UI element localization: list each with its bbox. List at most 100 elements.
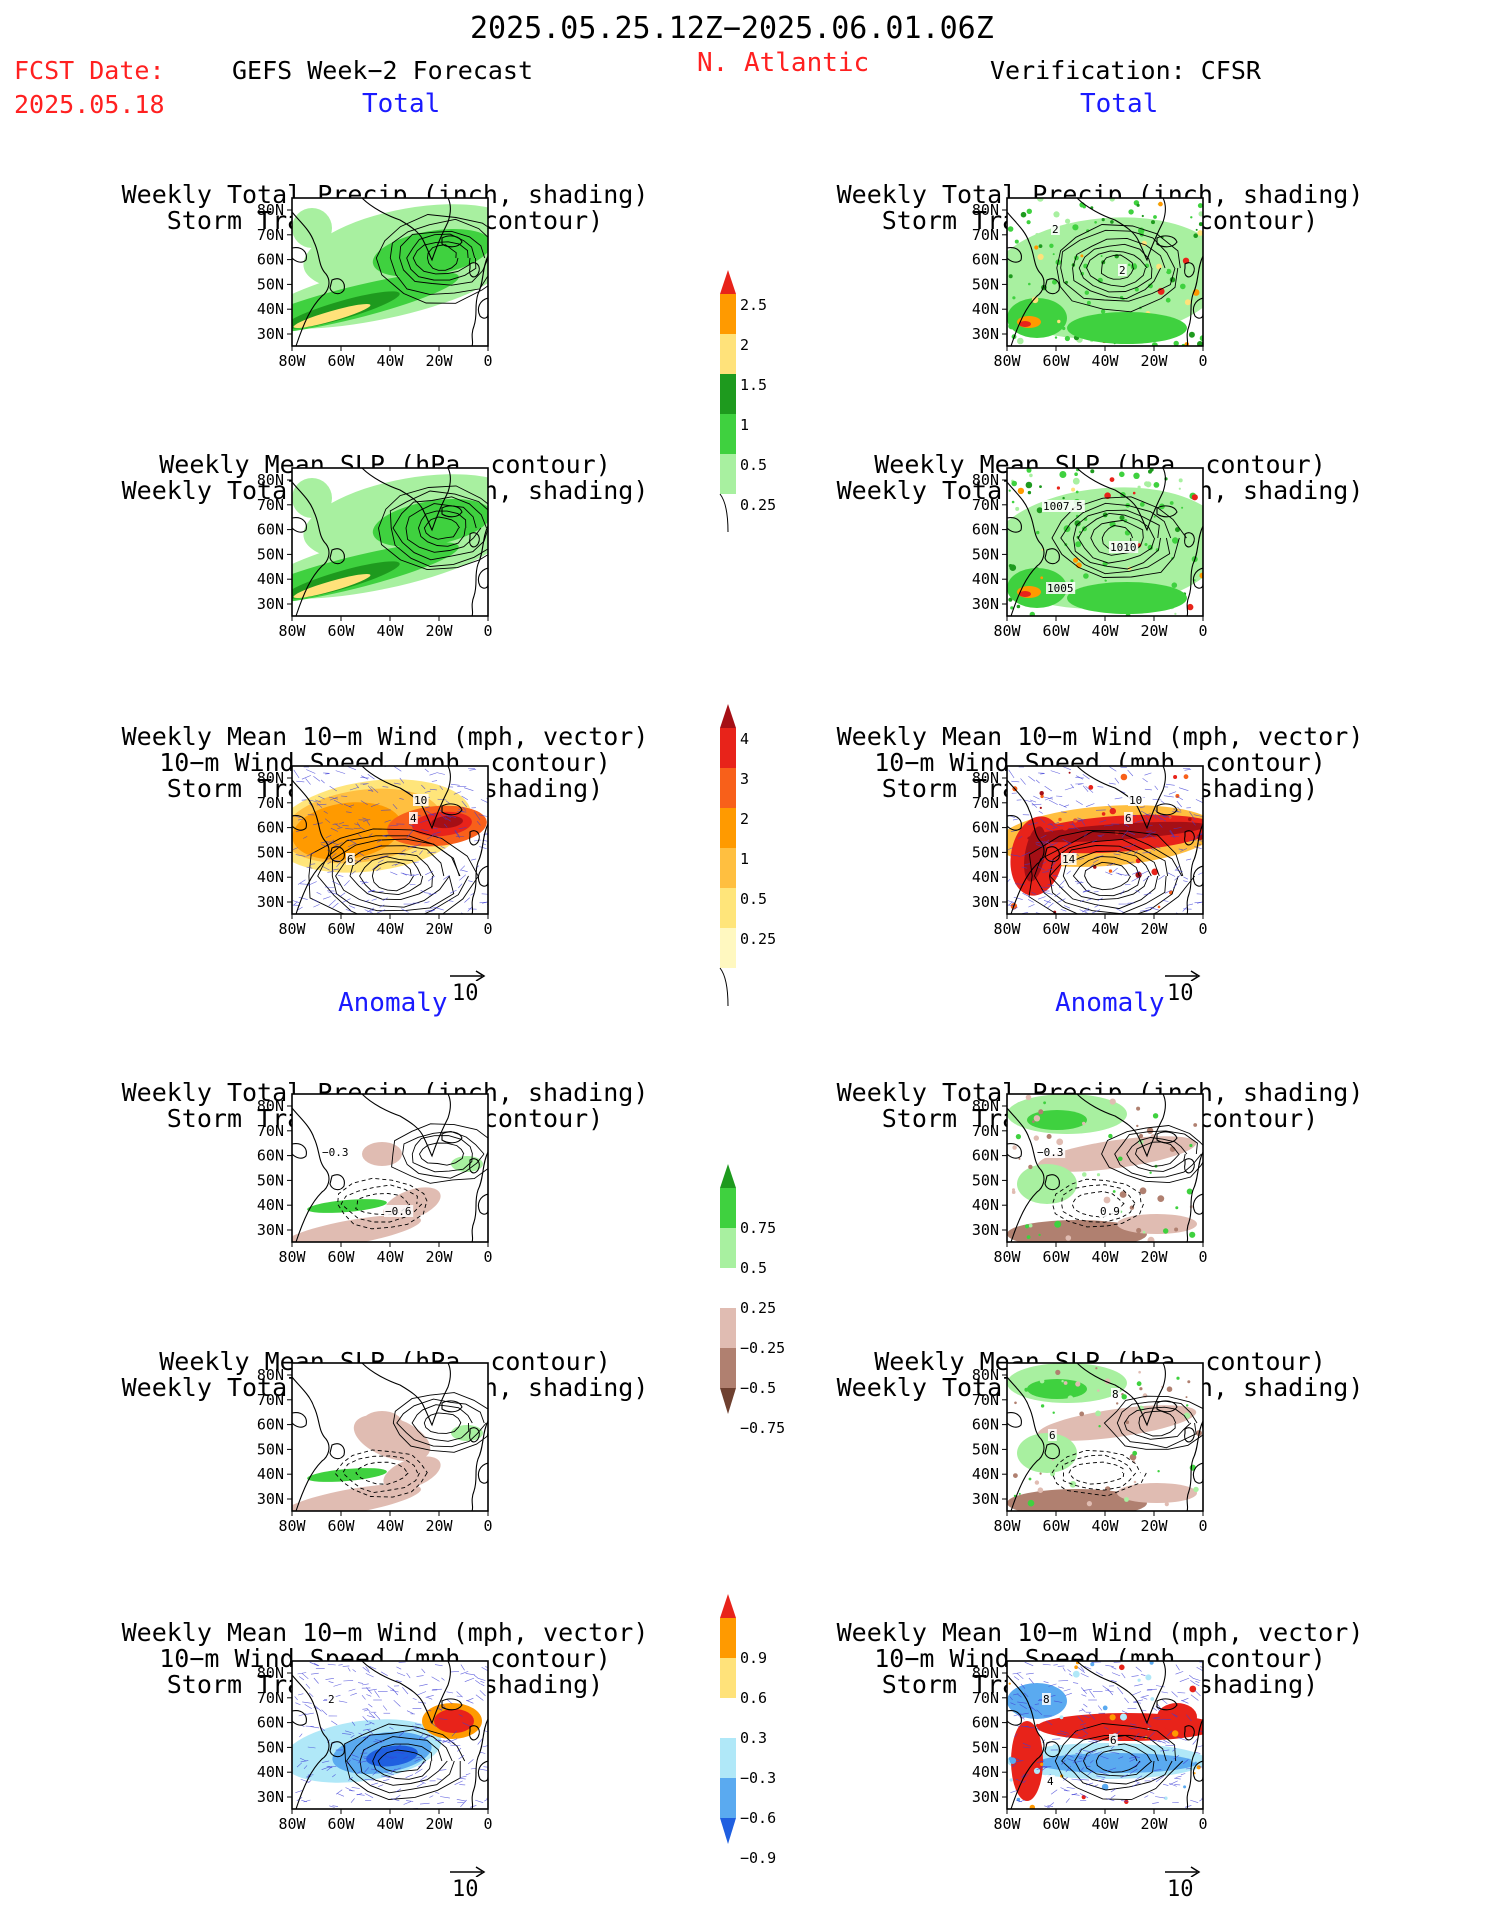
lon-tick-label: 80W — [993, 1815, 1021, 1833]
lat-tick-label: 70N — [972, 1122, 999, 1140]
map-field — [292, 468, 488, 616]
lon-tick-label: 0 — [483, 1248, 492, 1266]
colorbar-label: 0.5 — [740, 890, 767, 908]
lon-tick-label: 80W — [278, 1815, 306, 1833]
lat-tick-label: 70N — [972, 226, 999, 244]
colorbar-label: 0.25 — [740, 496, 776, 514]
lat-tick-label: 30N — [972, 1221, 999, 1239]
lat-tick-label: 50N — [972, 1171, 999, 1189]
contour-label: 14 — [1062, 853, 1076, 866]
lon-tick-label: 60W — [327, 1815, 355, 1833]
contour-label: −0.3 — [1037, 1146, 1064, 1159]
fcst-date-value: 2025.05.18 — [14, 90, 165, 119]
colorbar-label: 0.9 — [740, 1649, 767, 1667]
colorbar-segment — [720, 1308, 736, 1348]
map-field — [292, 1661, 488, 1809]
colorbar-anom-storm: 0.9 0.6 0.3 −0.3 −0.6 −0.9 — [718, 1592, 808, 1900]
contour-label: 6 — [1110, 1734, 1117, 1747]
lat-tick-label: 50N — [257, 1440, 284, 1458]
map-field — [292, 1094, 488, 1242]
map-fc-anom-precip: −0.6 −0.3 80N 70N 60N 50N 40N 30N 80W 60W 40W 20W 0 — [240, 1088, 498, 1268]
region-title: N. Atlantic — [697, 48, 870, 78]
forecast-title: GEFS Week−2 Forecast — [232, 56, 534, 85]
lat-tick-label: 40N — [972, 570, 999, 588]
lat-tick-label: 40N — [257, 1196, 284, 1214]
lat-tick-label: 60N — [257, 1714, 284, 1732]
lon-tick-label: 80W — [278, 1517, 306, 1535]
vector-reference-arrow-icon — [1165, 1866, 1201, 1878]
lat-tick-label: 50N — [257, 843, 284, 861]
colorbar-label: −0.25 — [740, 1339, 785, 1357]
lon-tick-label: 60W — [1042, 352, 1070, 370]
lat-tick-label: 30N — [257, 893, 284, 911]
map-field — [1007, 468, 1203, 616]
colorbar-label: −0.75 — [740, 1419, 785, 1437]
lon-tick-label: 20W — [1140, 1517, 1168, 1535]
colorbar-label: 0.5 — [740, 1259, 767, 1277]
contour-label: −0.3 — [322, 1146, 349, 1159]
lat-tick-label: 60N — [972, 1714, 999, 1732]
colorbar-svg: 4 3 2 1 0.5 0.25 — [719, 704, 776, 1007]
vector-reference-arrow-icon — [450, 1866, 486, 1878]
lat-tick-label: 40N — [257, 570, 284, 588]
colorbar-segment — [720, 1188, 736, 1228]
lat-tick-label: 80N — [972, 769, 999, 787]
map-fc-anom-slp: 80N 70N 60N 50N 40N 30N 80W 60W 40W 20W 0 — [240, 1357, 498, 1537]
lon-tick-label: 0 — [483, 1815, 492, 1833]
lon-tick-label: 20W — [425, 622, 453, 640]
lon-tick-label: 20W — [1140, 920, 1168, 938]
colorbar-label: 2 — [740, 336, 749, 354]
colorbar-total-storm: 4 3 2 1 0.5 0.25 — [718, 702, 808, 1040]
map-ob-anom-slp: 8 6 80N 70N 60N 50N 40N 30N 80W 60W 40W 20W 0 — [955, 1357, 1213, 1537]
lon-tick-label: 80W — [993, 1248, 1021, 1266]
map-plot: 1007.5 1010 1005 80N 70N 60N 50N 40N 30N 80W 60W 40… — [972, 467, 1208, 640]
colorbar-cap — [720, 1594, 736, 1618]
map-ob-total-slp: 1007.5 1010 1005 80N 70N 60N 50N 40N 30N 80W 60W 40… — [955, 462, 1213, 642]
map-field — [292, 1363, 488, 1511]
lon-tick-label: 40W — [1091, 1248, 1119, 1266]
colorbar-total-precip: 2.5 2 1.5 1 0.5 0.25 — [718, 268, 808, 566]
map-fc-total-precip: 80N 70N 60N 50N 40N 30N 80W 60W 40W 20W 0 — [240, 192, 498, 372]
lon-tick-label: 80W — [993, 1517, 1021, 1535]
lon-tick-label: 0 — [1198, 1517, 1207, 1535]
colorbar-label: −0.5 — [740, 1379, 776, 1397]
section-anomaly-left: Anomaly — [338, 988, 448, 1018]
contour-label: 2 — [328, 1693, 335, 1706]
colorbar-segment — [720, 334, 736, 374]
lat-tick-label: 30N — [257, 1490, 284, 1508]
lat-tick-label: 30N — [972, 1788, 999, 1806]
lat-tick-label: 80N — [257, 1366, 284, 1384]
lat-tick-label: 80N — [257, 769, 284, 787]
map-field — [1007, 1363, 1203, 1511]
lat-tick-label: 60N — [257, 251, 284, 269]
lat-tick-label: 50N — [972, 545, 999, 563]
lon-tick-label: 40W — [1091, 352, 1119, 370]
colorbar-label: 0.5 — [740, 456, 767, 474]
colorbar-segment — [720, 1228, 736, 1268]
lat-tick-label: 40N — [257, 1465, 284, 1483]
lat-tick-label: 70N — [257, 1689, 284, 1707]
panel-title: Weekly Mean 10−m Wind (mph, vector) 10−m … — [121, 722, 649, 803]
contour-label: 2 — [1052, 223, 1059, 236]
lat-tick-label: 50N — [972, 1440, 999, 1458]
lon-tick-label: 40W — [376, 1248, 404, 1266]
lon-tick-label: 60W — [327, 1517, 355, 1535]
lat-tick-label: 60N — [972, 819, 999, 837]
colorbar-label: 3 — [740, 770, 749, 788]
fcst-date-label: FCST Date: — [14, 56, 165, 85]
contour-label: 10 — [1129, 794, 1142, 807]
colorbar-label: 4 — [740, 730, 749, 748]
map-plot: −0.6 −0.3 80N 70N 60N 50N 40N 30N 80W 60W 40W 20W 0 — [257, 1093, 493, 1266]
lon-tick-label: 60W — [1042, 1815, 1070, 1833]
lon-tick-label: 80W — [278, 622, 306, 640]
lon-tick-label: 80W — [278, 920, 306, 938]
section-total-left: Total — [362, 89, 441, 119]
lon-tick-label: 80W — [993, 622, 1021, 640]
vector-reference: 10 — [448, 1858, 488, 1902]
lon-tick-label: 60W — [327, 920, 355, 938]
colorbar-cap — [720, 270, 736, 294]
lon-tick-label: 0 — [1198, 622, 1207, 640]
lon-tick-label: 80W — [993, 920, 1021, 938]
colorbar-segment — [720, 768, 736, 808]
lon-tick-label: 40W — [1091, 920, 1119, 938]
